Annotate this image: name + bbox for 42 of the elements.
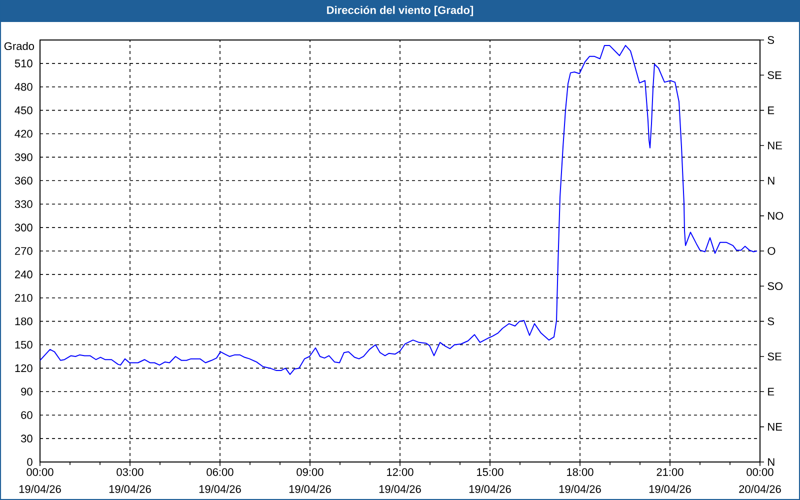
category-label: E <box>768 106 774 114</box>
y-tick-label: 480 <box>14 83 32 91</box>
category-label: N <box>768 176 774 184</box>
x-tick-label: 06:00 19/04/26 <box>199 468 241 493</box>
x-tick-label: 03:00 19/04/26 <box>109 468 151 493</box>
category-label: SE <box>768 71 782 80</box>
chart-title: Dirección del viento [Grado] <box>327 6 474 16</box>
y-tick-label: 270 <box>15 247 32 255</box>
y-tick-label: 120 <box>15 364 32 372</box>
y-tick-label: 420 <box>14 130 32 138</box>
y-tick-label: 300 <box>14 224 32 232</box>
category-label: S <box>768 317 774 326</box>
category-label: SE <box>768 352 782 360</box>
category-label: O <box>768 247 776 255</box>
y-tick-label: 0 <box>27 458 32 466</box>
category-label: E <box>768 388 774 396</box>
y-tick-label: 240 <box>15 270 32 278</box>
category-label: N <box>768 458 774 466</box>
category-label: NO <box>768 212 784 220</box>
category-label: SO <box>768 282 783 290</box>
x-tick-label: 21:00 19/04/26 <box>649 468 691 493</box>
y-tick-label: 90 <box>21 388 32 396</box>
y-tick-label: 180 <box>15 317 32 326</box>
x-tick-label: 00:00 19/04/26 <box>19 468 61 493</box>
y-tick-label: 210 <box>15 294 32 302</box>
x-tick-label: 18:00 19/04/26 <box>559 468 601 493</box>
y-tick-label: 450 <box>14 106 32 114</box>
x-tick-label: 15:00 19/04/26 <box>469 468 511 493</box>
y-axis-title: Grado <box>4 42 34 50</box>
y-tick-label: 150 <box>15 340 32 349</box>
y-tick-label: 360 <box>14 176 32 185</box>
x-tick-label: 00:00 20/04/26 <box>739 468 781 493</box>
y-tick-label: 390 <box>14 153 32 162</box>
x-tick-label: 12:00 19/04/26 <box>379 468 421 493</box>
y-tick-label: 330 <box>14 200 32 208</box>
category-label: NE <box>768 142 782 150</box>
y-tick-label: 60 <box>21 411 32 419</box>
y-tick-label: 30 <box>21 434 32 442</box>
y-tick-label: 510 <box>14 60 32 68</box>
x-tick-label: 09:00 19/04/26 <box>289 468 331 493</box>
category-label: NE <box>768 423 782 431</box>
category-label: S <box>768 36 774 44</box>
